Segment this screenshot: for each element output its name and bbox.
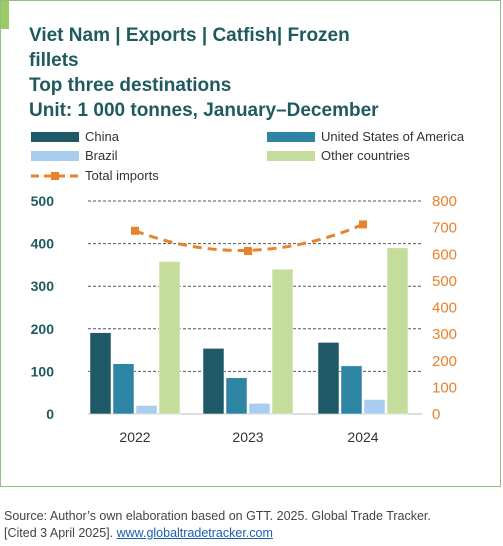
legend-label-brazil: Brazil [85, 148, 118, 163]
total-imports-point-2022 [131, 226, 139, 235]
bar-brazil-2024 [363, 399, 386, 415]
title-line-1: Viet Nam | Exports | Catfish| Frozen [29, 25, 350, 46]
legend-item-brazil: Brazil [31, 148, 118, 163]
legend-item-china: China [31, 129, 119, 144]
title-line-3: Top three destinations [29, 75, 232, 96]
y-tick-label-500: 500 [31, 193, 55, 209]
y-tick-label-0: 0 [46, 406, 54, 422]
y-tick-label-400: 400 [31, 236, 55, 252]
legend-swatch-brazil [31, 150, 79, 161]
legend: China United States of America Brazil Ot… [31, 129, 501, 189]
y-tick-label-200: 200 [31, 321, 55, 337]
x-tick-label-2023: 2023 [232, 429, 263, 445]
bar-china-2022 [89, 332, 112, 415]
total-imports-point-2024 [359, 220, 367, 229]
bar-other-countries-2024 [386, 247, 409, 415]
total-imports-point-2023 [244, 247, 252, 256]
y2-tick-label-500: 500 [432, 273, 457, 290]
y2-tick-label-200: 200 [432, 353, 457, 370]
bar-united-states-of-america-2024 [340, 365, 363, 415]
footer-cited-text: [Cited 3 April 2025]. [4, 526, 117, 540]
accent-bar [1, 1, 9, 29]
bar-other-countries-2022 [158, 261, 181, 415]
title-line-4: Unit: 1 000 tonnes, January–December [29, 100, 379, 121]
y-axis-left: 0 100 200 300 400 500 [31, 193, 55, 422]
bar-china-2023 [202, 348, 225, 415]
y2-tick-label-400: 400 [432, 300, 457, 317]
bar-china-2024 [317, 342, 340, 415]
legend-label-china: China [85, 129, 119, 144]
title-line-2: fillets [29, 50, 79, 71]
legend-label-total: Total imports [85, 168, 159, 183]
legend-swatch-usa [267, 131, 315, 142]
y-tick-label-300: 300 [31, 278, 55, 294]
footer-cited: [Cited 3 April 2025]. www.globaltradetra… [4, 525, 431, 542]
y-axis-right: 0 100 200 300 400 500 600 700 800 [432, 193, 457, 423]
footer-source: Source: Author’s own elaboration based o… [4, 509, 431, 523]
y2-tick-label-800: 800 [432, 193, 457, 210]
x-tick-label-2022: 2022 [119, 429, 150, 445]
y2-tick-label-100: 100 [432, 379, 457, 396]
chart-title: Viet Nam | Exports | Catfish| Frozen fil… [29, 23, 469, 123]
y2-tick-label-0: 0 [432, 406, 440, 423]
bar-united-states-of-america-2023 [225, 377, 248, 415]
bar-brazil-2023 [248, 403, 271, 415]
legend-item-usa: United States of America [267, 129, 464, 144]
total-imports-path [134, 223, 364, 252]
x-axis: 2022 2023 2024 [119, 429, 378, 445]
footer: Source: Author’s own elaboration based o… [4, 508, 431, 542]
y2-tick-label-600: 600 [432, 246, 457, 263]
legend-item-total: Total imports [31, 168, 159, 183]
legend-label-usa: United States of America [321, 129, 465, 144]
total-imports-line [131, 220, 367, 256]
bar-brazil-2022 [135, 405, 158, 415]
y2-tick-label-300: 300 [432, 326, 457, 343]
bars [89, 247, 409, 415]
legend-item-other: Other countries [267, 148, 410, 163]
legend-swatch-total [31, 171, 79, 180]
y-tick-label-100: 100 [31, 363, 55, 379]
y2-tick-label-700: 700 [432, 220, 457, 237]
chart-plot: 0 100 200 300 400 500 0 100 200 300 400 500 600 700 8… [31, 193, 457, 445]
legend-swatch-other [267, 150, 315, 161]
bar-united-states-of-america-2022 [112, 363, 135, 415]
source-link[interactable]: www.globaltradetracker.com [116, 526, 273, 540]
bar-other-countries-2023 [271, 268, 294, 415]
legend-swatch-china [31, 131, 79, 142]
x-tick-label-2024: 2024 [347, 429, 378, 445]
legend-label-other: Other countries [321, 148, 410, 163]
